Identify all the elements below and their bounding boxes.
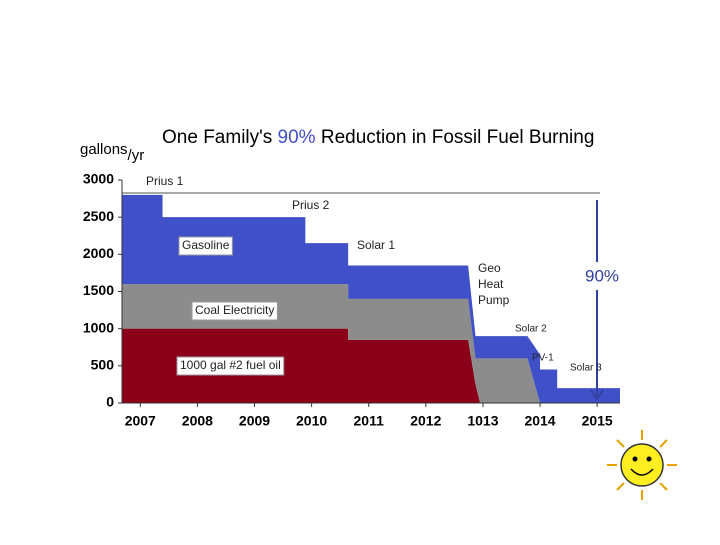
label-box — [583, 262, 623, 290]
x-tick-label: 2008 — [182, 413, 213, 429]
y-tick-label: 500 — [91, 357, 115, 373]
y-axis-label: gallons/yr — [80, 141, 144, 164]
chart-title: One Family's 90% Reduction in Fossil Fue… — [162, 127, 594, 148]
y-tick-label: 1000 — [83, 319, 114, 335]
area — [122, 328, 620, 403]
x-tick-label: 2010 — [296, 413, 327, 429]
annotation: PV-1 — [532, 353, 554, 364]
plot: 1000 gal #2 fuel oil Coal Electricity Gaso… — [122, 194, 620, 403]
x-tick-label: 2014 — [524, 413, 555, 429]
y-tick-label: 3000 — [83, 171, 114, 187]
label-box — [191, 301, 278, 321]
annotation: Prius 2 — [292, 198, 330, 212]
y-label: gallons — [80, 141, 128, 158]
arrow-head — [590, 389, 604, 401]
series-label: 1000 gal #2 fuel oil — [180, 358, 281, 372]
title-part: Reduction in Fossil Fuel Burning — [321, 127, 595, 148]
x-tick-label: 2009 — [239, 413, 270, 429]
x-tick-label: 2007 — [125, 413, 156, 429]
series-label: Coal Electricity — [195, 303, 274, 317]
y-tick-label: 2500 — [83, 208, 114, 224]
y-tick-label: 0 — [106, 394, 114, 410]
y-tick-label: 1500 — [83, 282, 114, 298]
annotation: Solar 2 — [515, 324, 547, 335]
area — [122, 194, 620, 403]
series-label: Gasoline — [182, 238, 230, 252]
x-tick-label: 1013 — [467, 413, 498, 429]
x-tick-label: 2015 — [582, 413, 613, 429]
sun — [607, 430, 677, 500]
x-tick-label: 2011 — [354, 413, 385, 429]
x-tick-label: 2012 — [410, 413, 441, 429]
annotation: Solar 3 — [570, 363, 602, 374]
title-part: One Family's — [162, 127, 272, 148]
label-box — [176, 356, 285, 376]
y-tick-label: 2000 — [83, 245, 114, 261]
label-box — [178, 236, 233, 256]
annotation: Prius 1 — [146, 174, 184, 188]
annotation: 90% — [585, 266, 619, 285]
y-label-unit: /yr — [128, 147, 145, 164]
title-highlight: 90% — [278, 127, 316, 148]
annotation: Solar 1 — [357, 238, 395, 252]
annotation: Geo — [478, 261, 501, 275]
annotation: Pump — [478, 293, 510, 307]
annotation: Heat — [478, 277, 504, 291]
